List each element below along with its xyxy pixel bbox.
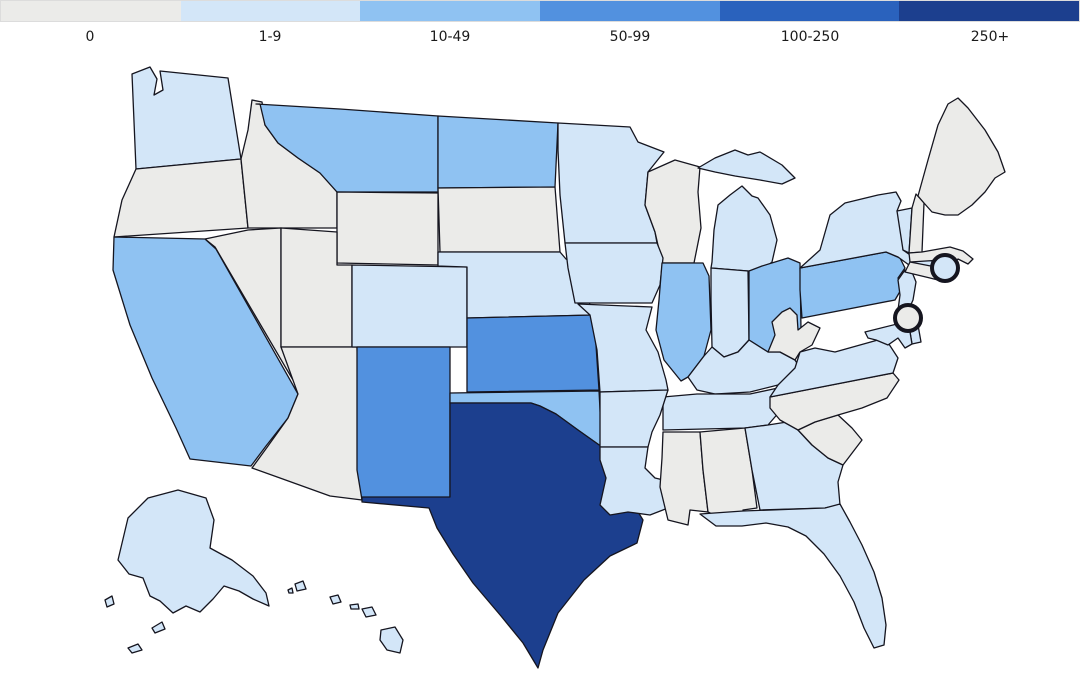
legend-label-10-49: 10-49 [429, 29, 471, 45]
state-colorado[interactable] [351, 264, 468, 348]
legend-label-0: 0 [85, 29, 95, 45]
state-virginia[interactable] [769, 337, 899, 398]
state-maine[interactable] [917, 97, 1006, 216]
state-arkansas[interactable] [599, 389, 669, 448]
legend-swatch-50-99 [540, 1, 720, 21]
legend-label-50-99: 50-99 [609, 29, 651, 45]
state-south-dakota[interactable] [437, 186, 561, 253]
state-kansas[interactable] [466, 314, 600, 393]
state-washington[interactable] [131, 66, 242, 170]
state-wisconsin[interactable] [644, 159, 702, 264]
dc-metro-circle[interactable] [893, 303, 923, 333]
state-north-carolina[interactable] [769, 372, 900, 431]
legend-swatch-10-49 [360, 1, 541, 21]
state-alaska[interactable] [104, 489, 270, 654]
state-texas[interactable] [361, 402, 644, 669]
state-oregon[interactable] [113, 158, 249, 238]
legend-swatch-0 [1, 1, 181, 21]
state-iowa[interactable] [564, 242, 664, 304]
state-montana[interactable] [255, 103, 439, 193]
legend-labels: 0 1-9 10-49 50-99 100-250 250+ [0, 29, 1080, 45]
state-missouri[interactable] [577, 303, 669, 393]
state-hawaii[interactable] [287, 580, 404, 654]
state-north-dakota[interactable] [437, 115, 559, 189]
state-new-hampshire[interactable] [908, 193, 925, 254]
state-michigan[interactable] [697, 149, 796, 272]
legend-swatch-1-9 [180, 1, 361, 21]
nyc-metro-circle[interactable] [930, 253, 960, 283]
legend-color-bar [0, 0, 1080, 22]
legend: 0 1-9 10-49 50-99 100-250 250+ [0, 0, 1080, 45]
state-new-mexico[interactable] [356, 346, 451, 501]
state-indiana[interactable] [710, 267, 750, 358]
legend-label-250plus: 250+ [970, 29, 1010, 45]
legend-swatch-250plus [899, 1, 1080, 21]
legend-label-100-250: 100-250 [780, 29, 840, 45]
state-florida[interactable] [699, 503, 887, 649]
state-wyoming[interactable] [336, 191, 439, 266]
state-west-virginia[interactable] [767, 307, 821, 361]
legend-swatch-100-250 [719, 1, 900, 21]
state-california[interactable] [112, 236, 299, 467]
legend-label-1-9: 1-9 [258, 29, 282, 45]
